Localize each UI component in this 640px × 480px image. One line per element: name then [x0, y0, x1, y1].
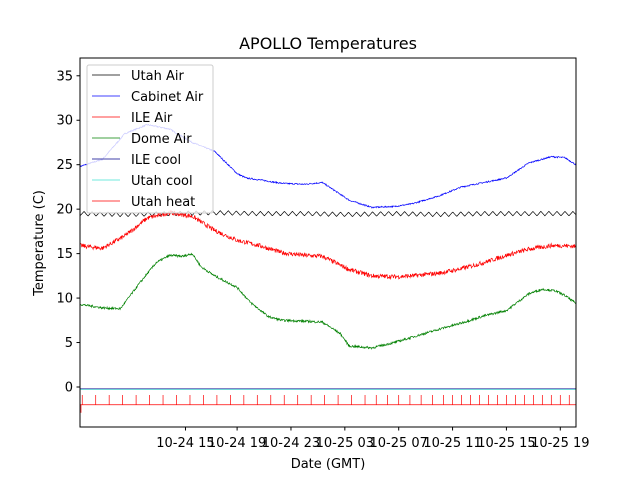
y-tick-label: 30 [56, 114, 73, 129]
y-tick-label: 5 [65, 336, 73, 351]
legend-label: Utah Air [131, 69, 184, 84]
legend-label: ILE Air [131, 111, 173, 126]
plot-frame [79, 57, 577, 428]
legend-label: Dome Air [131, 132, 192, 147]
x-tick-label: 10-24 23 [262, 436, 320, 451]
legend-box [86, 64, 214, 214]
x-tick-label: 10-25 11 [423, 436, 481, 451]
x-axis-label: Date (GMT) [291, 457, 366, 472]
x-tick-label: 10-24 19 [208, 436, 266, 451]
legend-label: Cabinet Air [131, 90, 204, 105]
series-line-ile-air [80, 209, 576, 281]
y-tick-label: 15 [56, 247, 73, 262]
y-tick-label: 20 [56, 203, 73, 218]
x-tick-label: 10-25 19 [531, 436, 589, 451]
legend-label: ILE cool [131, 153, 181, 168]
y-axis-label: Temperature (C) [32, 190, 47, 297]
x-tick-label: 10-25 07 [369, 436, 427, 451]
x-tick-label: 10-25 03 [316, 436, 374, 451]
series-line-utah-heat [80, 394, 576, 413]
chart-title: APOLLO Temperatures [239, 34, 417, 53]
legend-label: Utah cool [131, 174, 193, 189]
y-tick-label: 10 [56, 292, 73, 307]
y-tick-label: 0 [65, 380, 73, 395]
y-ticks: 0 5 10 15 20 25 30 35 [56, 69, 80, 395]
legend: Utah Air Cabinet Air ILE Air Dome Air ILE co… [86, 64, 214, 214]
x-tick-label: 10-24 15 [156, 436, 214, 451]
y-tick-label: 35 [56, 69, 73, 84]
y-tick-label: 25 [56, 158, 73, 173]
legend-label: Utah heat [131, 195, 195, 210]
x-tick-label: 10-25 15 [477, 436, 535, 451]
series-line-dome-air [80, 252, 576, 350]
